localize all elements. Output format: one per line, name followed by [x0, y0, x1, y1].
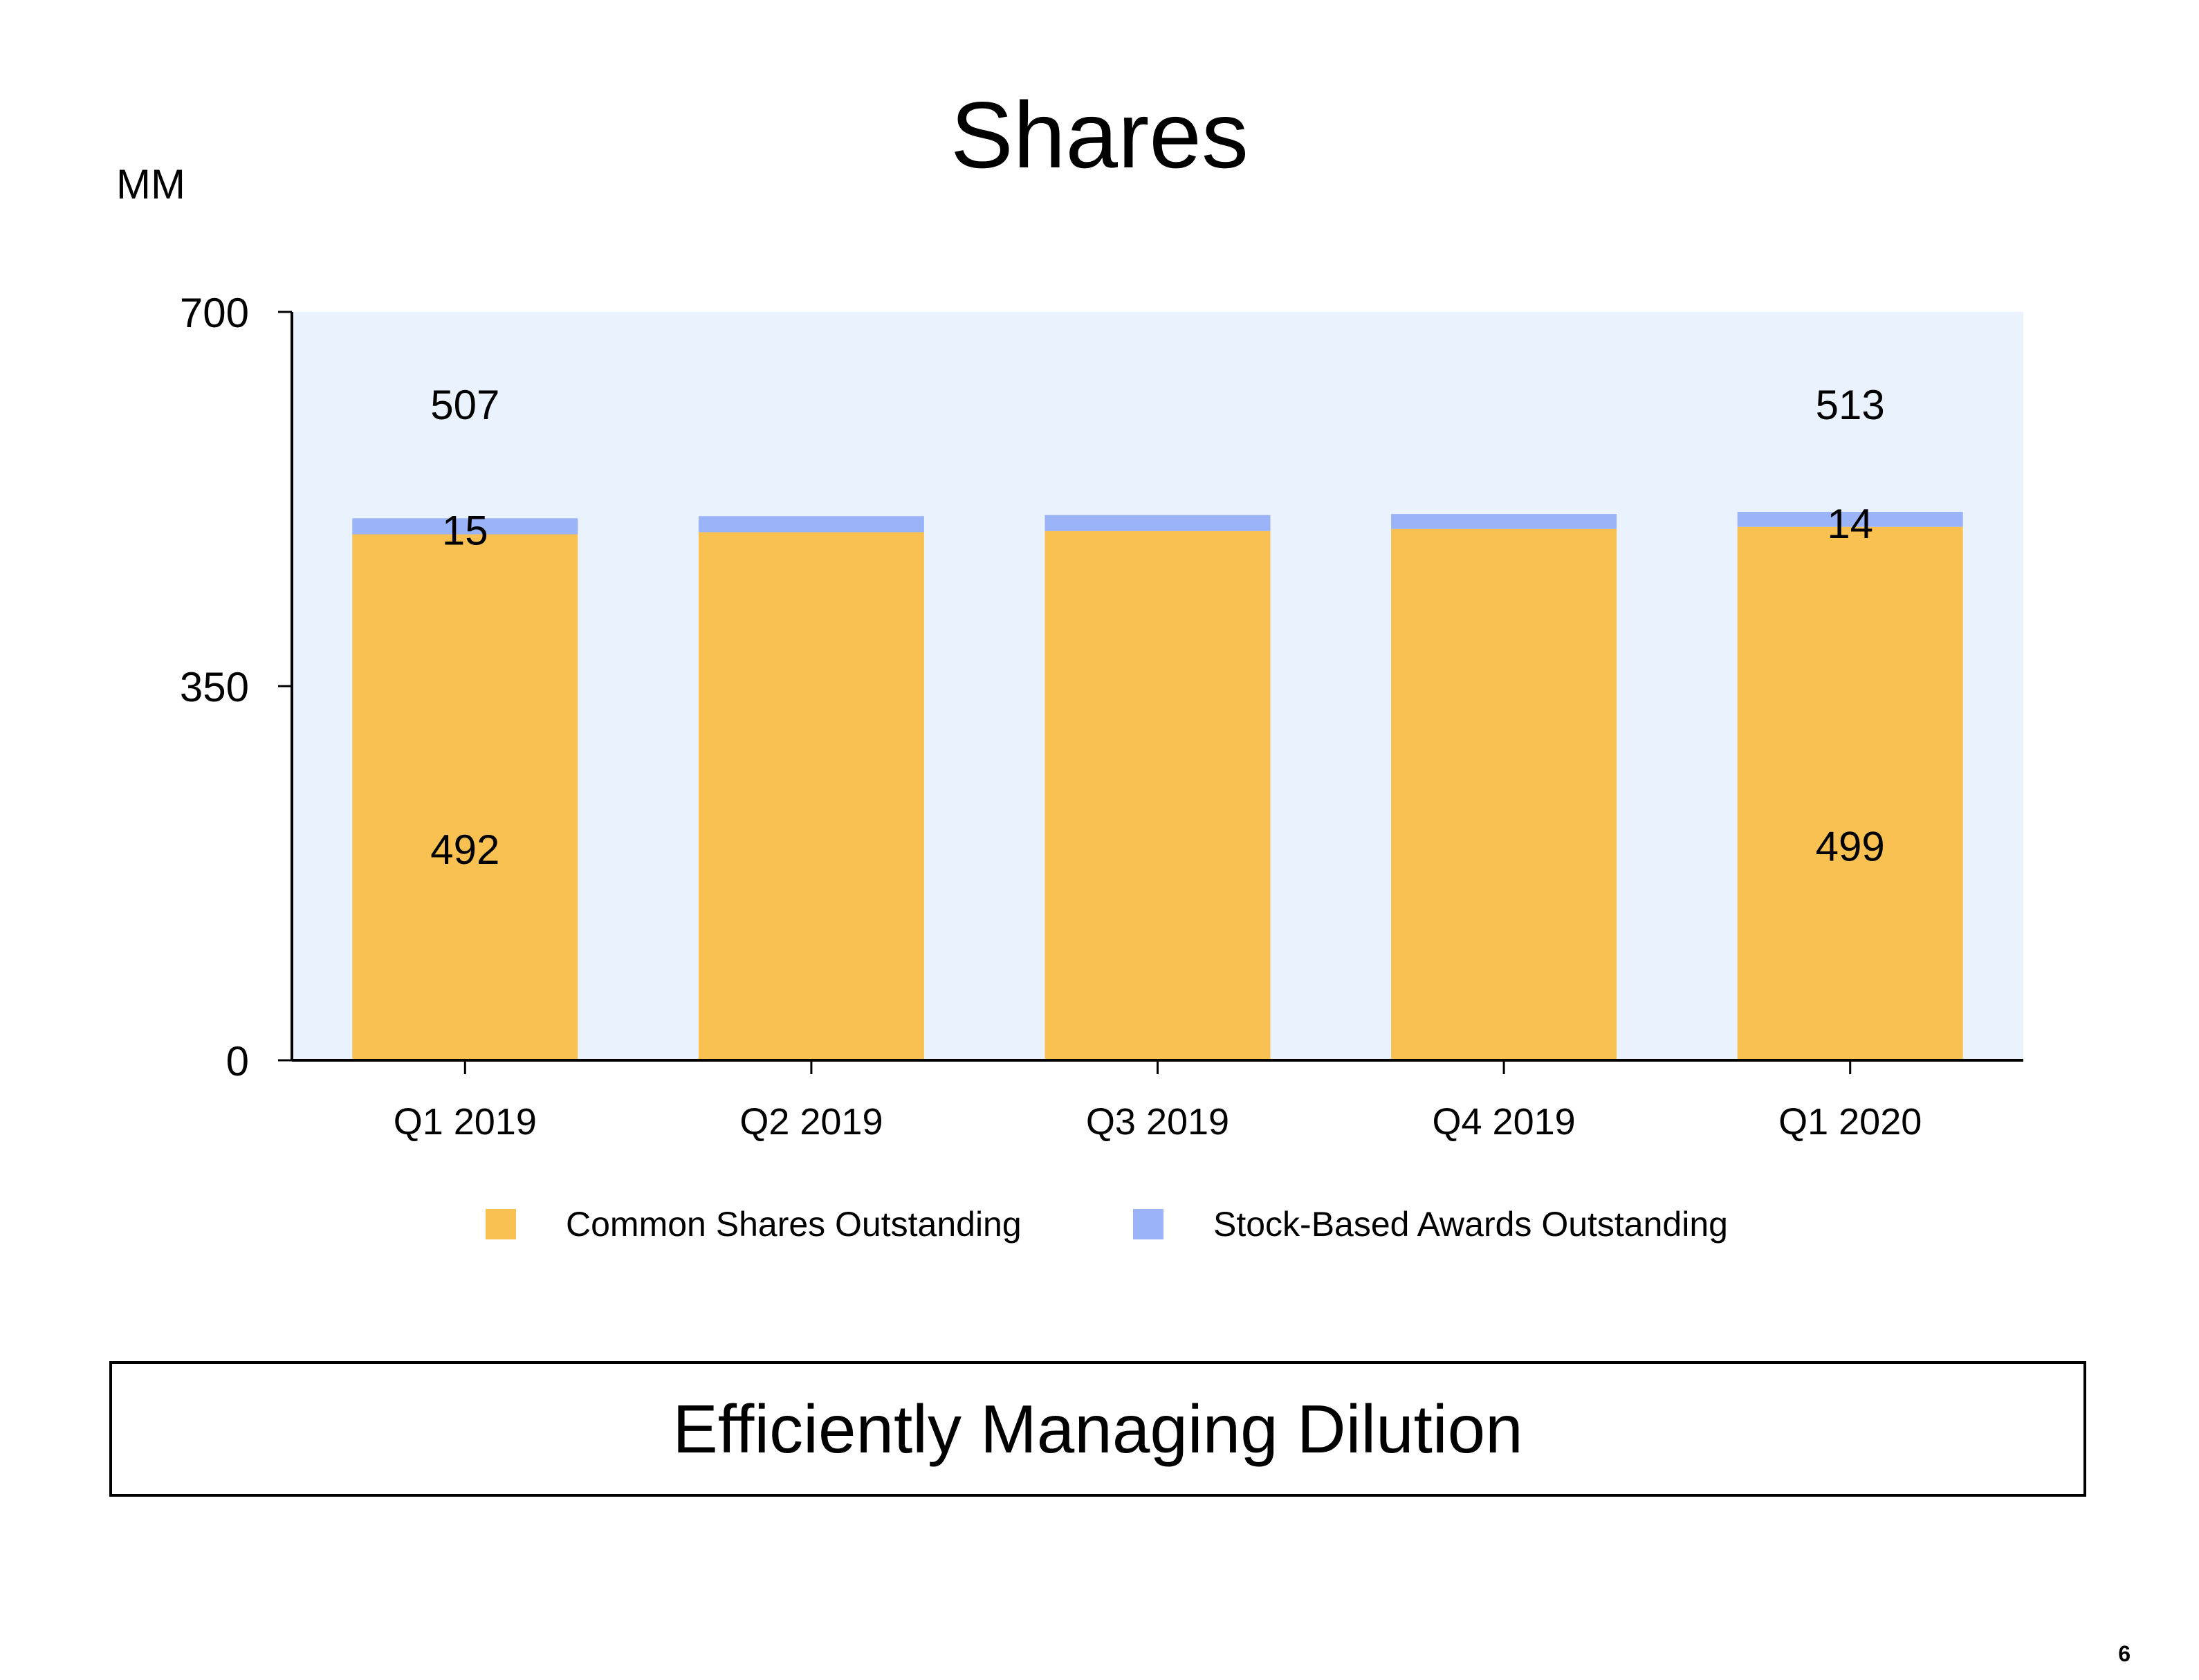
bar-common-2 — [1045, 530, 1271, 1060]
bar-common-3 — [1391, 528, 1617, 1060]
x-tick-label-2: Q3 2019 — [1086, 1101, 1229, 1143]
y-unit-label: MM — [116, 161, 185, 207]
x-tick-label-4: Q1 2020 — [1778, 1101, 1922, 1143]
data-label-0: 492 — [430, 827, 499, 873]
data-label-1: 15 — [442, 507, 488, 553]
legend-label-awards: Stock-Based Awards Outstanding — [1213, 1205, 1728, 1244]
stacked-bar-chart: 0 350 700 Q1 2019 Q2 2019 Q3 2019 Q4 2019 Q1 20… — [180, 290, 2023, 1143]
x-tick-label-0: Q1 2019 — [394, 1101, 537, 1143]
bar-common-0 — [352, 534, 578, 1060]
bar-common-1 — [698, 532, 924, 1060]
data-label-3: 499 — [1816, 823, 1885, 869]
legend-item-awards: Stock-Based Awards Outstanding — [1133, 1197, 1728, 1252]
data-label-2: 507 — [430, 382, 499, 428]
legend-swatch-common — [486, 1209, 516, 1239]
data-label-5: 513 — [1816, 382, 1885, 428]
legend-item-common: Common Shares Outstanding — [486, 1197, 1022, 1252]
x-tick-label-1: Q2 2019 — [739, 1101, 883, 1143]
bar-awards-2 — [1045, 515, 1271, 531]
bar-awards-1 — [698, 516, 924, 533]
data-label-4: 14 — [1827, 501, 1873, 547]
legend-swatch-awards — [1133, 1209, 1163, 1239]
bar-awards-4 — [1737, 512, 1963, 527]
chart-title: Shares — [950, 82, 1249, 187]
y-tick-label-1: 350 — [180, 664, 249, 710]
bar-awards-0 — [352, 518, 578, 535]
page-number: 6 — [2118, 1641, 2131, 1666]
legend: Common Shares Outstanding Stock-Based Aw… — [0, 1197, 2199, 1252]
callout-box: Efficiently Managing Dilution — [109, 1361, 2086, 1497]
x-tick-label-3: Q4 2019 — [1433, 1101, 1576, 1143]
y-tick-label-0: 0 — [226, 1038, 249, 1084]
bar-common-4 — [1737, 526, 1963, 1060]
callout-text: Efficiently Managing Dilution — [672, 1391, 1523, 1467]
legend-label-common: Common Shares Outstanding — [566, 1205, 1022, 1244]
y-tick-label-2: 700 — [180, 290, 249, 336]
bar-awards-3 — [1391, 514, 1617, 529]
